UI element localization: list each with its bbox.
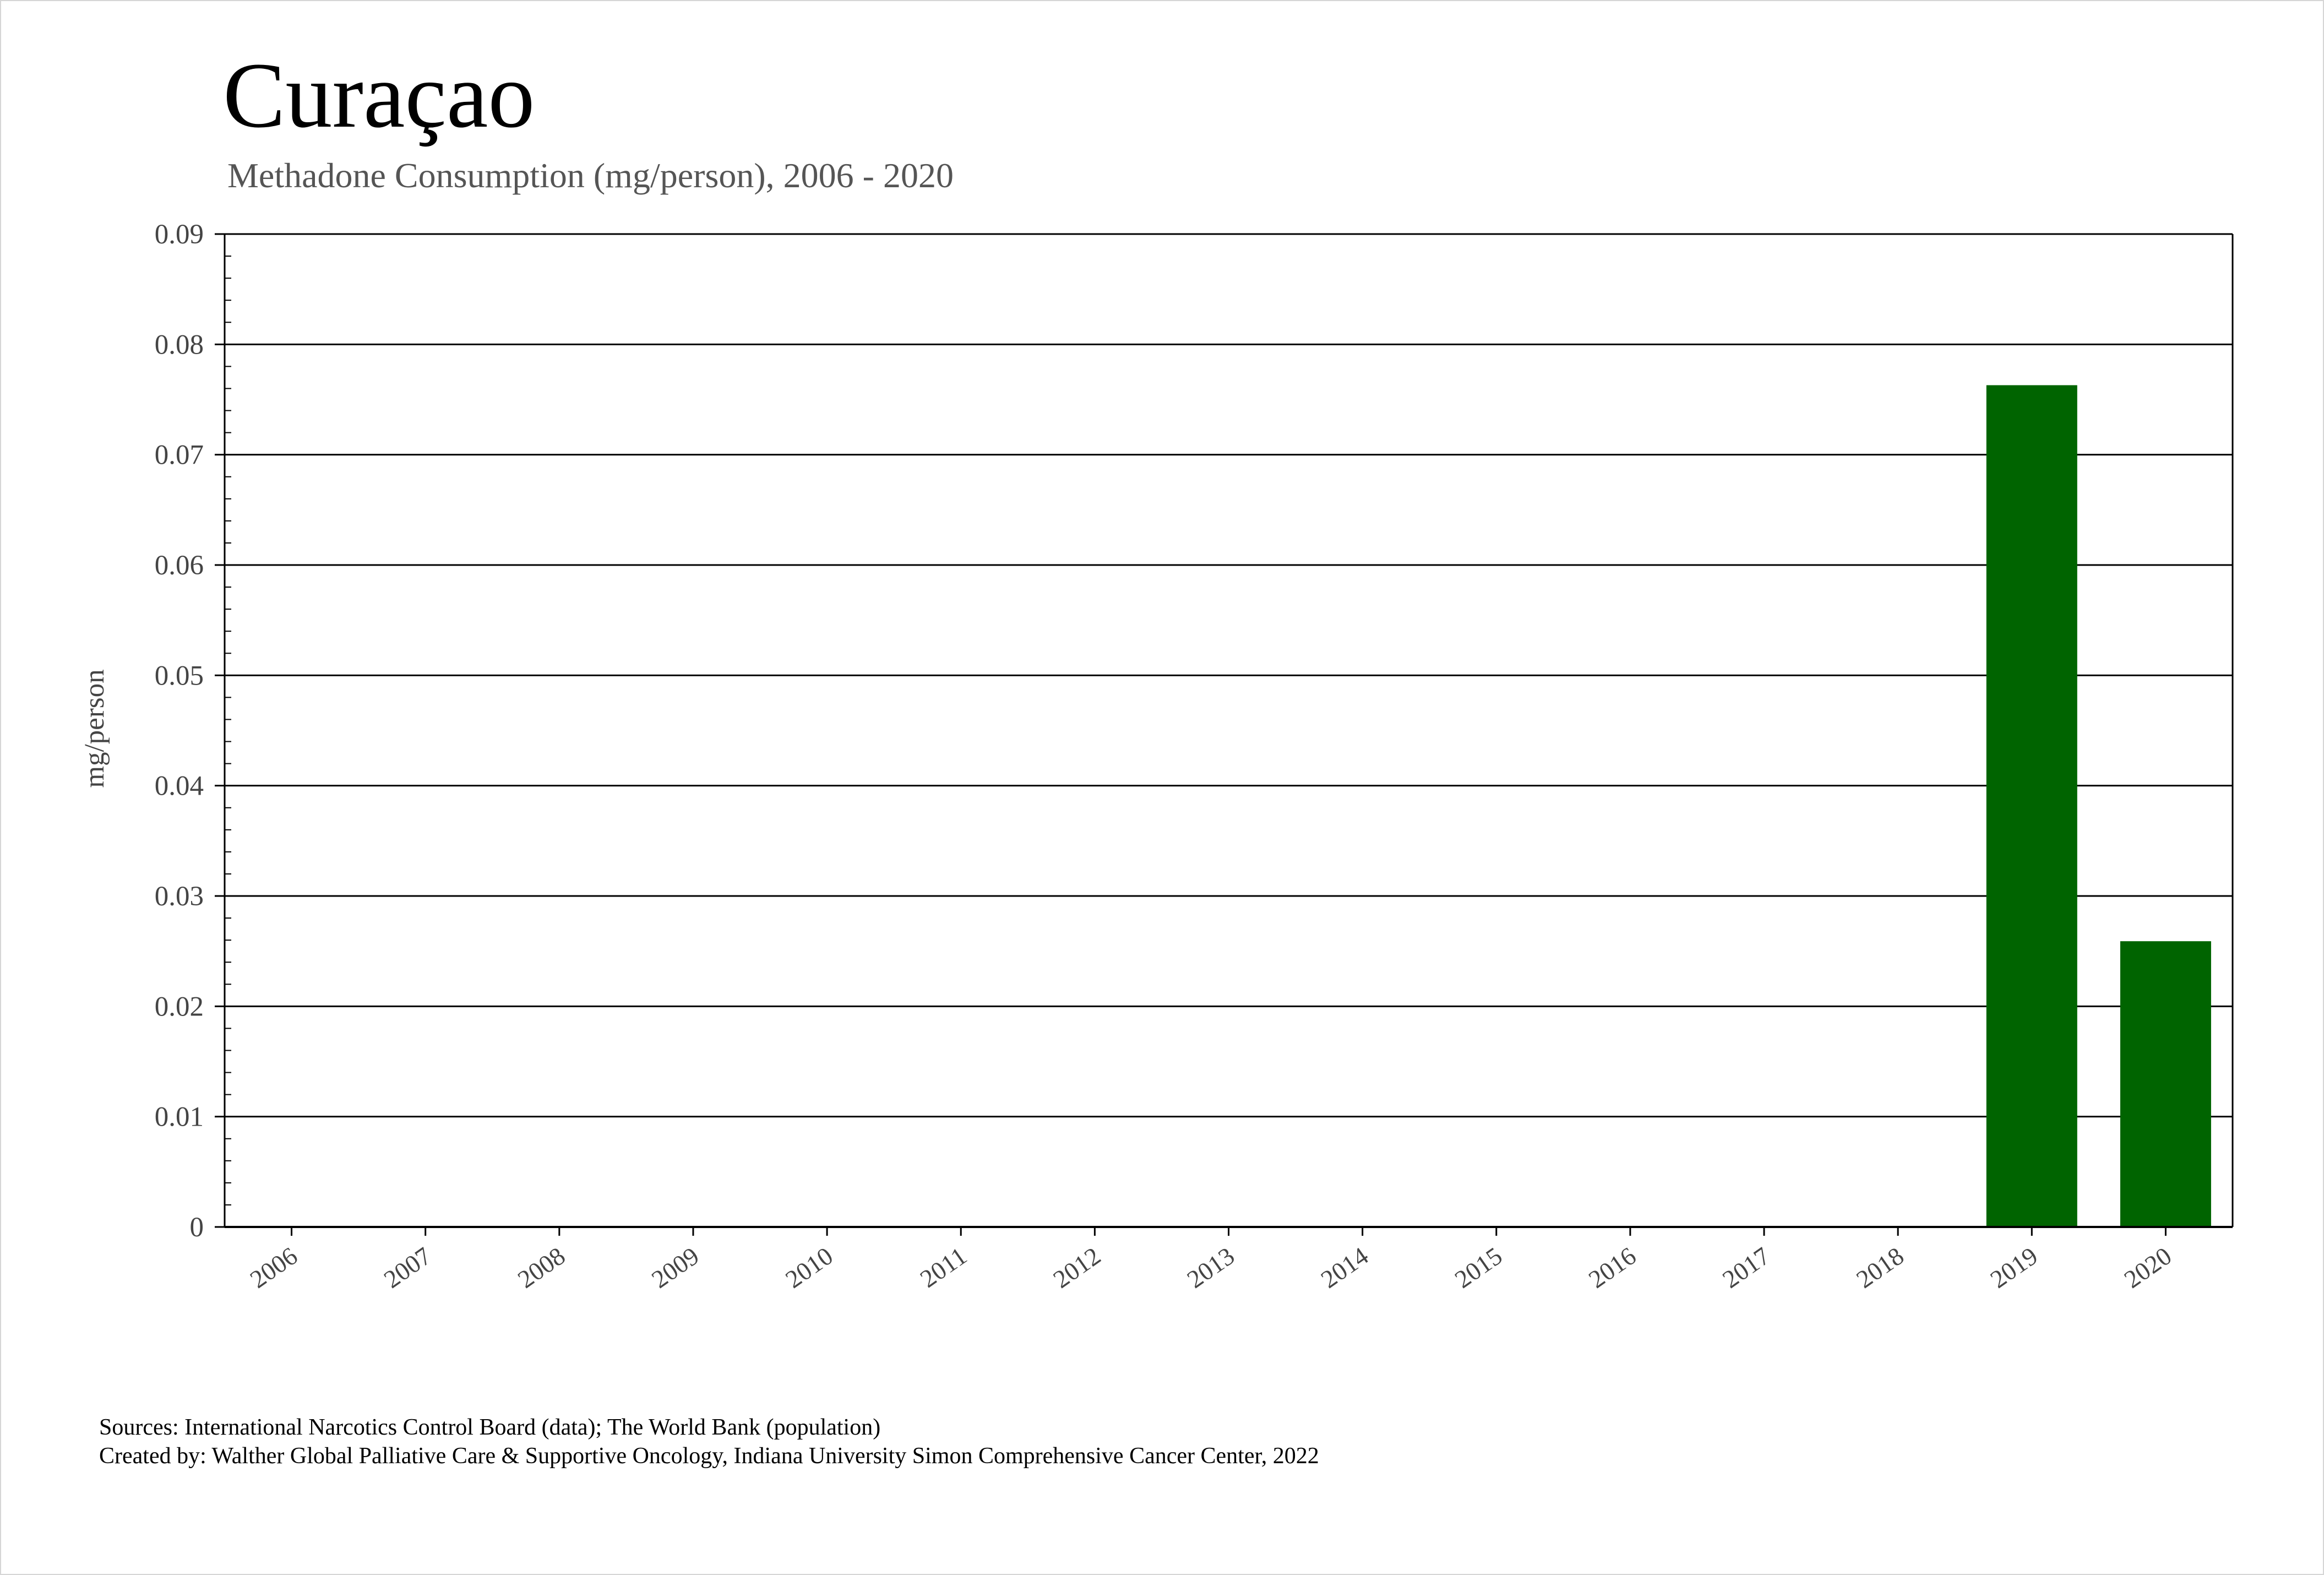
x-tick-label: 2010 <box>780 1241 838 1294</box>
chart-subtitle: Methadone Consumption (mg/person), 2006 … <box>227 156 954 195</box>
bars <box>1986 385 2211 1227</box>
x-tick-label: 2009 <box>646 1241 704 1294</box>
bar-2019 <box>1986 385 2077 1227</box>
y-tick-label: 0.01 <box>155 1102 204 1133</box>
y-tick-label: 0.02 <box>155 991 204 1022</box>
created-by-note: Created by: Walther Global Palliative Ca… <box>99 1443 1319 1469</box>
x-tick-label: 2006 <box>245 1241 303 1294</box>
y-tick-label: 0.08 <box>155 329 204 360</box>
x-tick-labels: 2006 2007 2008 2009 2010 2011 2012 2013 2014 2015… <box>245 1241 2176 1294</box>
gridlines <box>225 233 2233 1118</box>
x-tick-label: 2007 <box>379 1241 437 1294</box>
x-tick-label: 2014 <box>1316 1241 1374 1294</box>
y-axis-label: mg/person <box>79 669 110 788</box>
y-tick-label: 0.05 <box>155 660 204 691</box>
x-tick-label: 2015 <box>1450 1241 1507 1294</box>
y-tick-label: 0.06 <box>155 550 204 581</box>
x-tick-label: 2011 <box>915 1241 972 1293</box>
y-tick-label: 0.03 <box>155 881 204 912</box>
y-tick-labels: 0 0.01 0.02 0.03 0.04 0.05 0.06 0.07 0.08 0.09 <box>155 219 204 1243</box>
y-tick-label: 0 <box>190 1212 204 1243</box>
x-tick-label: 2008 <box>513 1241 570 1294</box>
x-tick-label: 2020 <box>2119 1241 2177 1294</box>
y-tick-label: 0.04 <box>155 771 204 802</box>
x-tick-label: 2019 <box>1985 1241 2043 1294</box>
x-tick-label: 2017 <box>1717 1241 1775 1294</box>
sources-note: Sources: International Narcotics Control… <box>99 1415 880 1440</box>
y-tick-label: 0.09 <box>155 219 204 250</box>
chart-title: Curaçao <box>223 44 535 147</box>
axes <box>215 233 2234 1236</box>
y-tick-label: 0.07 <box>155 440 204 471</box>
x-tick-label: 2013 <box>1182 1241 1240 1294</box>
x-tick-label: 2016 <box>1583 1241 1641 1294</box>
x-tick-label: 2012 <box>1048 1241 1106 1294</box>
bar-2020 <box>2120 941 2211 1227</box>
x-tick-label: 2018 <box>1851 1241 1909 1294</box>
